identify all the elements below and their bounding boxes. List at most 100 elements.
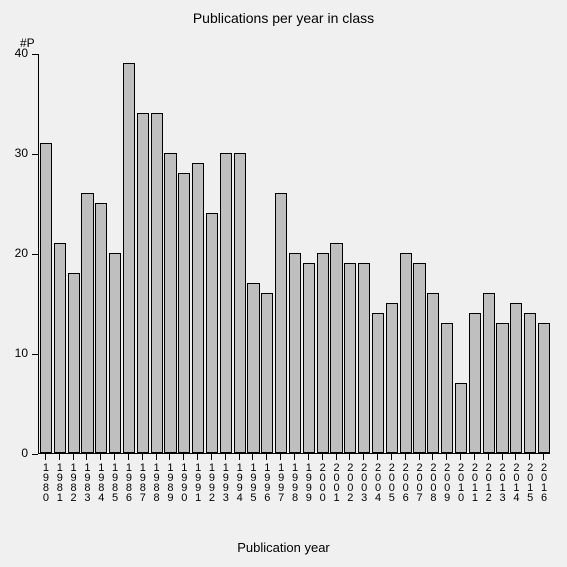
x-tick-label: 1980	[39, 462, 51, 502]
x-tick-label: 1994	[233, 462, 245, 502]
x-tick	[86, 454, 87, 460]
x-tick-label: 1987	[136, 462, 148, 502]
bar	[81, 193, 93, 453]
y-tick	[32, 454, 38, 455]
x-tick	[405, 454, 406, 460]
x-tick-label: 1988	[150, 462, 162, 502]
bar	[289, 253, 301, 453]
bar	[247, 283, 259, 453]
x-tick-label: 2010	[454, 462, 466, 502]
x-tick	[474, 454, 475, 460]
x-tick-label: 1997	[274, 462, 286, 502]
x-tick-label: 1991	[191, 462, 203, 502]
bar	[524, 313, 536, 453]
bar	[109, 253, 121, 453]
x-tick-label: 2009	[440, 462, 452, 502]
x-tick-label: 1984	[94, 462, 106, 502]
x-tick	[294, 454, 295, 460]
bar	[95, 203, 107, 453]
x-tick-label: 1990	[177, 462, 189, 502]
bar	[469, 313, 481, 453]
bar	[261, 293, 273, 453]
x-tick	[308, 454, 309, 460]
x-tick	[59, 454, 60, 460]
x-tick	[419, 454, 420, 460]
bar	[330, 243, 342, 453]
x-tick-label: 1989	[163, 462, 175, 502]
x-tick	[128, 454, 129, 460]
bar	[344, 263, 356, 453]
x-tick-label: 2007	[413, 462, 425, 502]
bar	[538, 323, 550, 453]
x-tick-label: 1981	[53, 462, 65, 502]
x-tick-label: 1985	[108, 462, 120, 502]
x-tick	[446, 454, 447, 460]
x-tick	[225, 454, 226, 460]
x-tick-label: 2011	[468, 462, 480, 502]
x-tick	[391, 454, 392, 460]
x-tick-label: 2003	[357, 462, 369, 502]
bar	[496, 323, 508, 453]
bar	[137, 113, 149, 453]
bar	[413, 263, 425, 453]
x-tick	[336, 454, 337, 460]
x-tick-label: 1983	[80, 462, 92, 502]
x-tick	[432, 454, 433, 460]
bar	[303, 263, 315, 453]
x-tick	[460, 454, 461, 460]
bar	[178, 173, 190, 453]
x-tick-label: 2012	[482, 462, 494, 502]
x-tick-label: 2016	[537, 462, 549, 502]
x-tick	[280, 454, 281, 460]
bar	[358, 263, 370, 453]
chart-container: Publications per year in class #P Public…	[0, 0, 567, 567]
x-tick	[252, 454, 253, 460]
x-tick	[183, 454, 184, 460]
x-tick-label: 1999	[302, 462, 314, 502]
bar	[400, 253, 412, 453]
bar	[54, 243, 66, 453]
x-tick-label: 1992	[205, 462, 217, 502]
x-tick	[73, 454, 74, 460]
x-axis-title: Publication year	[0, 540, 567, 555]
y-tick	[32, 354, 38, 355]
x-tick-label: 1993	[219, 462, 231, 502]
chart-title: Publications per year in class	[0, 10, 567, 26]
bar	[234, 153, 246, 453]
bar	[151, 113, 163, 453]
bar	[386, 303, 398, 453]
x-tick-label: 2008	[426, 462, 438, 502]
x-tick-label: 2006	[399, 462, 411, 502]
x-tick	[169, 454, 170, 460]
y-tick-label: 20	[6, 246, 28, 260]
bar	[123, 63, 135, 453]
y-tick-label: 30	[6, 146, 28, 160]
bar	[275, 193, 287, 453]
x-tick	[239, 454, 240, 460]
x-tick-label: 2013	[496, 462, 508, 502]
x-tick	[515, 454, 516, 460]
plot-area	[38, 54, 550, 454]
x-tick	[488, 454, 489, 460]
bar	[192, 163, 204, 453]
bar	[510, 303, 522, 453]
bar	[206, 213, 218, 453]
x-tick	[100, 454, 101, 460]
x-tick	[322, 454, 323, 460]
y-tick	[32, 154, 38, 155]
x-tick	[363, 454, 364, 460]
x-tick-label: 2000	[316, 462, 328, 502]
x-tick	[45, 454, 46, 460]
x-tick-label: 1986	[122, 462, 134, 502]
x-tick-label: 2002	[343, 462, 355, 502]
bar	[40, 143, 52, 453]
x-tick-label: 1998	[288, 462, 300, 502]
x-tick	[529, 454, 530, 460]
bar	[220, 153, 232, 453]
x-tick	[543, 454, 544, 460]
x-tick	[211, 454, 212, 460]
x-tick-label: 2005	[385, 462, 397, 502]
x-tick	[197, 454, 198, 460]
x-tick-label: 2004	[371, 462, 383, 502]
bar	[372, 313, 384, 453]
